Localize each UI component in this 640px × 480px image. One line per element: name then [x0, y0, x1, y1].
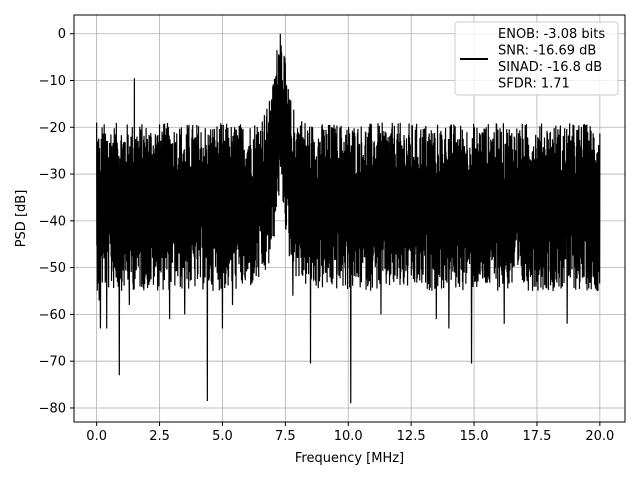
y-tick-label: −20 [39, 121, 66, 136]
legend-entry-snr: SNR: -16.69 dB [498, 44, 596, 59]
x-tick-label: 17.5 [522, 429, 551, 444]
legend: ENOB: -3.08 bits SNR: -16.69 dB SINAD: -… [454, 21, 619, 96]
y-axis-label: PSD [dB] [14, 190, 29, 248]
axes-frame [73, 14, 626, 423]
y-tick-label: −30 [39, 168, 66, 183]
x-tick-label: 5.0 [212, 429, 233, 444]
y-tick-label: −10 [39, 74, 66, 89]
psd-series-line [96, 33, 601, 404]
y-tick-label: −40 [39, 214, 66, 229]
x-tick-label: 12.5 [397, 429, 426, 444]
y-tick-label: 0 [58, 27, 66, 42]
x-tick-label: 10.0 [334, 429, 363, 444]
y-tick-label: −70 [39, 355, 66, 370]
x-axis-label: Frequency [MHz] [295, 451, 404, 466]
x-axis: 0.0 2.5 5.0 7.5 10.0 12.5 15.0 17.5 20.0 [86, 422, 614, 444]
x-tick-label: 15.0 [460, 429, 489, 444]
x-tick-label: 0.0 [86, 429, 107, 444]
legend-box [454, 21, 619, 96]
legend-entry-enob: ENOB: -3.08 bits [498, 27, 605, 42]
plot-area [96, 33, 601, 404]
y-axis: 0 −10 −20 −30 −40 −50 −60 −70 −80 [39, 27, 74, 416]
y-tick-label: −50 [39, 261, 66, 276]
x-tick-label: 2.5 [149, 429, 170, 444]
legend-entry-sfdr: SFDR: 1.71 [498, 77, 570, 92]
x-tick-label: 7.5 [275, 429, 296, 444]
x-tick-label: 20.0 [585, 429, 614, 444]
y-tick-label: −60 [39, 308, 66, 323]
legend-entry-sinad: SINAD: -16.8 dB [498, 60, 602, 75]
y-tick-label: −80 [39, 401, 66, 416]
